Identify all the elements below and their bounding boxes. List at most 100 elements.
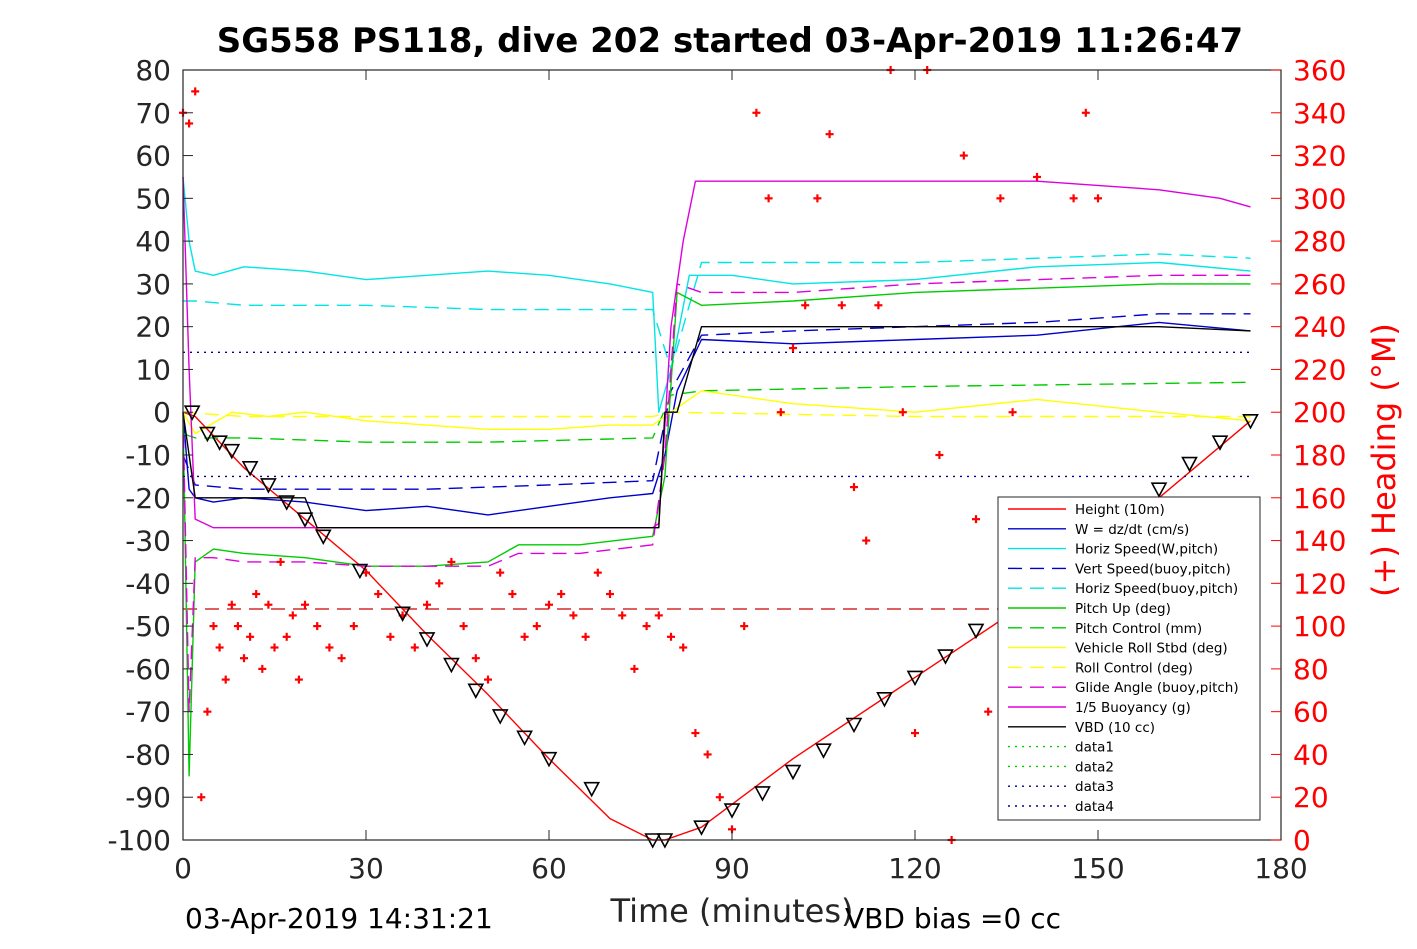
vbd-marker [876, 692, 893, 708]
vbd-marker [906, 670, 924, 687]
heading-point [258, 664, 267, 673]
series-line-8 [182, 411, 1251, 418]
legend-label: data3 [1075, 779, 1114, 795]
heading-point [276, 557, 285, 566]
heading-point [520, 632, 529, 641]
vbd-marker [784, 764, 802, 781]
heading-point [959, 151, 968, 160]
vbd-marker [394, 606, 411, 622]
heading-point [197, 793, 206, 802]
heading-point [691, 729, 700, 738]
series-line-0 [182, 411, 1251, 841]
series-line-11 [182, 325, 1251, 529]
vbd-marker [278, 495, 296, 511]
heading-point [618, 611, 627, 620]
vbd-marker [540, 751, 558, 768]
y-right-tick-label: 280 [1293, 225, 1346, 258]
series-line-2 [182, 176, 1251, 413]
heading-point [288, 611, 297, 620]
y-right-tick-label: 300 [1293, 182, 1346, 215]
y-tick-label: -100 [107, 824, 171, 857]
legend-label: Height (10m) [1075, 502, 1165, 518]
y-right-tick-label: 340 [1293, 97, 1346, 130]
heading-point [606, 590, 614, 599]
heading-point [185, 119, 194, 128]
heading-point [911, 729, 919, 738]
series-line-3 [182, 313, 1251, 490]
heading-point [294, 675, 303, 684]
legend-label: Horiz Speed(buoy,pitch) [1075, 581, 1238, 597]
y-tick-label: -40 [125, 567, 171, 600]
vbd-marker [296, 512, 314, 528]
heading-point [667, 632, 675, 641]
heading-point [1033, 172, 1041, 181]
heading-point [508, 590, 517, 599]
y-tick-label: 20 [135, 311, 171, 344]
heading-point [459, 622, 468, 631]
heading-point [581, 632, 590, 641]
y-tick-label: -70 [125, 696, 171, 729]
x-tick-label: 120 [888, 852, 941, 885]
heading-point [837, 301, 846, 310]
vbd-marker [1211, 435, 1229, 451]
heading-point [496, 568, 505, 577]
y-right-tick-label: 140 [1293, 525, 1346, 558]
heading-point [240, 654, 248, 663]
y-tick-label: -90 [125, 781, 171, 814]
x-tick-label: 150 [1071, 852, 1124, 885]
heading-point [532, 622, 541, 631]
vbd-marker [351, 563, 369, 580]
heading-point [874, 301, 883, 310]
heading-point [325, 643, 334, 652]
heading-point [313, 622, 322, 631]
heading-point [557, 590, 566, 599]
legend-box [997, 496, 1261, 821]
heading-point [264, 600, 273, 609]
x-tick-label: 0 [174, 852, 192, 885]
y-tick-label: 40 [135, 225, 171, 258]
y-right-tick-label: 120 [1293, 567, 1346, 600]
y-right-tick-label: 200 [1293, 396, 1346, 429]
y-right-tick-label: 80 [1293, 653, 1329, 686]
series-line-5 [182, 283, 1251, 777]
vbd-marker [418, 632, 436, 648]
heading-point [764, 194, 773, 203]
y-right-tick-label: 220 [1293, 353, 1346, 386]
y-tick-label: 10 [135, 353, 171, 386]
vbd-marker [241, 461, 259, 477]
heading-point [484, 675, 492, 684]
y-tick-label: -20 [125, 482, 171, 515]
heading-point [270, 643, 279, 652]
heading-point [423, 600, 431, 609]
heading-point [1008, 408, 1017, 417]
vbd-marker [1181, 456, 1198, 473]
y-right-tick-label: 160 [1293, 482, 1346, 515]
heading-point [337, 654, 346, 663]
series-line-1 [182, 321, 1251, 516]
legend-label: W = dz/dt (cm/s) [1075, 522, 1189, 538]
y-tick-label: -30 [125, 525, 171, 558]
vbd-marker [314, 529, 332, 545]
heading-point [233, 622, 242, 631]
legend-label: data2 [1075, 759, 1114, 775]
right-y-axis-label: (+) Heading (°M) [1365, 323, 1403, 597]
legend-label: Pitch Control (mm) [1075, 621, 1202, 637]
heading-point [752, 108, 761, 117]
heading-point [282, 632, 291, 641]
x-tick-label: 60 [531, 852, 567, 885]
vbd-marker [260, 478, 277, 494]
heading-point [203, 707, 212, 716]
heading-point [984, 707, 993, 716]
heading-point [374, 590, 383, 599]
heading-point [862, 536, 871, 545]
heading-point [215, 643, 224, 652]
heading-point [410, 643, 419, 652]
vbd-marker [937, 649, 954, 665]
heading-point [221, 675, 230, 684]
vbd-marker [693, 820, 710, 836]
heading-point [935, 451, 944, 459]
legend-label: Glide Angle (buoy,pitch) [1075, 680, 1239, 696]
heading-point [642, 622, 651, 631]
heading-point [227, 600, 236, 609]
y-tick-label: 70 [135, 97, 171, 130]
